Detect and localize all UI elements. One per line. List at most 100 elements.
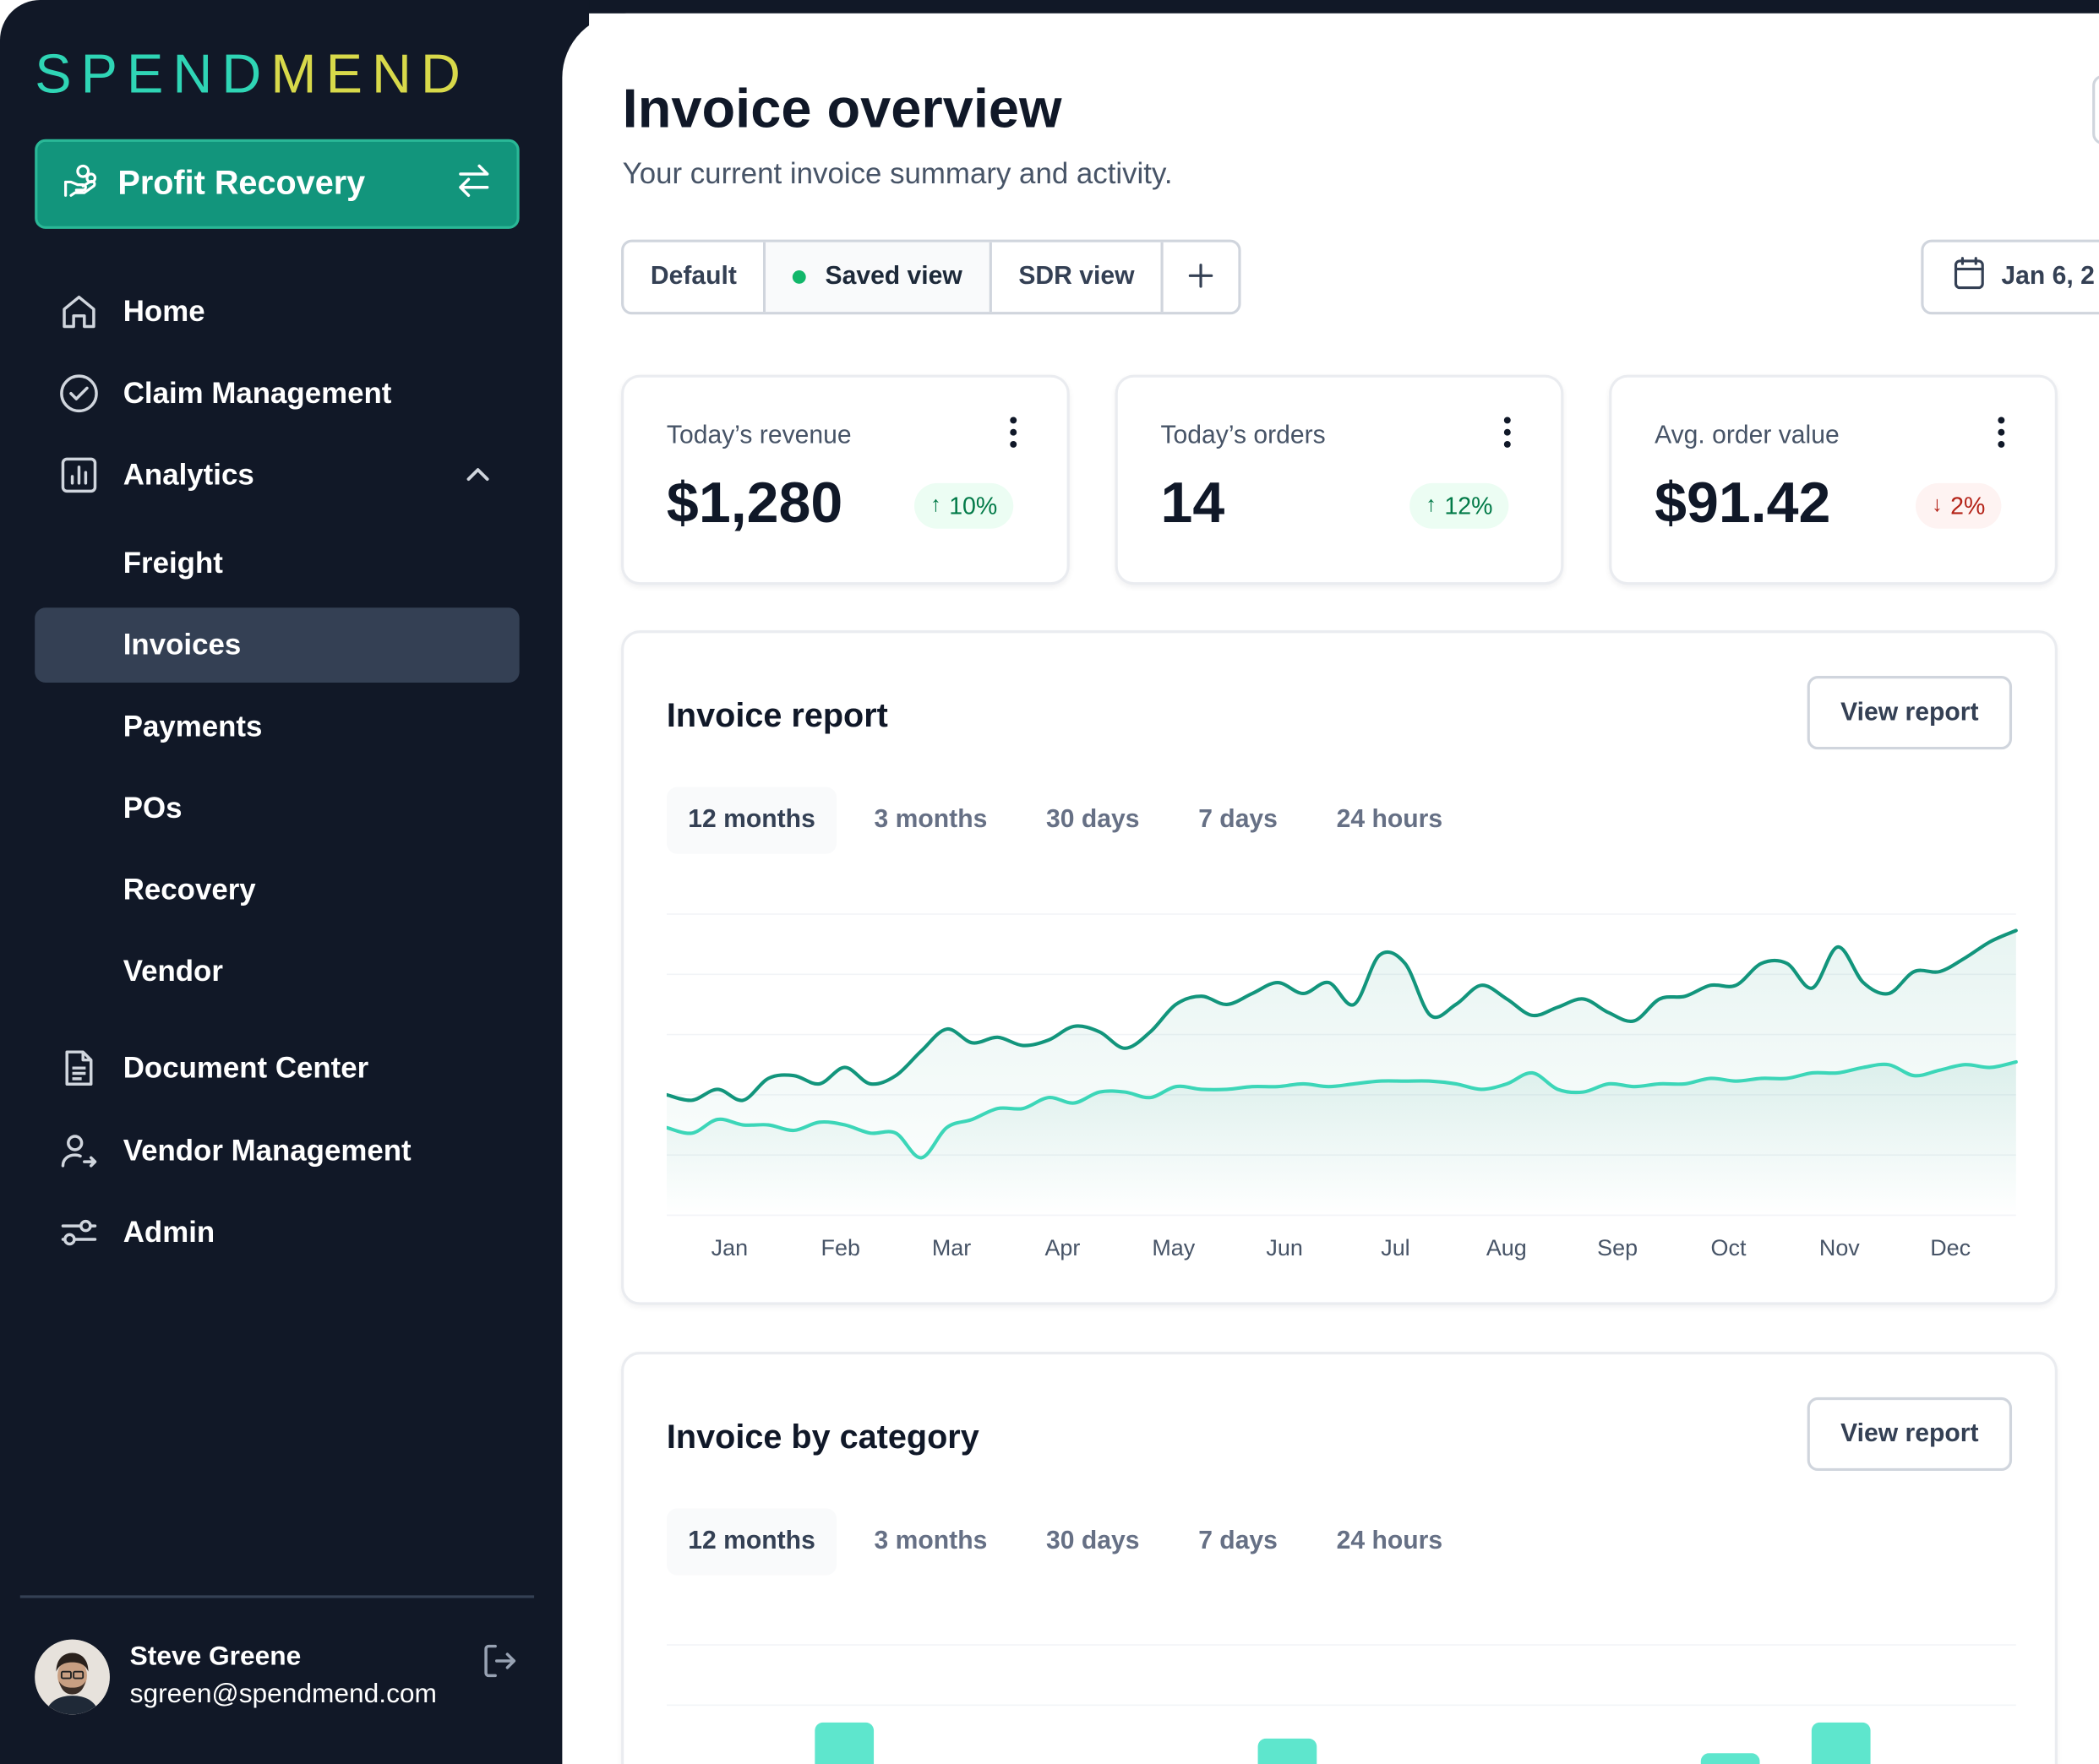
tab-7-days[interactable]: 7 days — [1198, 805, 1278, 834]
x-tick-label: Aug — [1486, 1235, 1527, 1260]
user-arrow-icon — [57, 1128, 102, 1173]
arrow-down-icon: ↓ — [1932, 493, 1943, 517]
series-line — [666, 1059, 2018, 1160]
x-tick-label: May — [1152, 1235, 1195, 1260]
card-title: Invoice report — [666, 697, 888, 735]
nav-analytics[interactable]: Analytics — [35, 438, 519, 513]
nav-recovery[interactable]: Recovery — [35, 852, 519, 928]
series-line — [666, 928, 2018, 1102]
nav-pos-label: POs — [123, 791, 183, 825]
view-saved[interactable]: Saved view — [766, 242, 992, 313]
nav-admin[interactable]: Admin — [35, 1195, 519, 1271]
avatar[interactable] — [35, 1639, 110, 1715]
check-circle-icon — [57, 371, 102, 416]
nav-invoices-label: Invoices — [123, 627, 242, 662]
nav-payments[interactable]: Payments — [35, 689, 519, 765]
x-tick-label: Mar — [932, 1235, 971, 1260]
view-report-button[interactable]: View report — [1807, 1396, 2013, 1472]
view-default[interactable]: Default — [624, 242, 766, 313]
nav-document-center[interactable]: Document Center — [35, 1031, 519, 1106]
x-tick-label: Jul — [1381, 1235, 1409, 1260]
bar[interactable] — [1257, 1738, 1317, 1764]
nav-vendor-management[interactable]: Vendor Management — [35, 1113, 519, 1189]
stat-card-orders: Today’s orders 14 ↑ 12% — [1115, 374, 1564, 585]
stat-value: $1,280 — [666, 471, 843, 536]
chevron-up-icon[interactable] — [463, 460, 493, 498]
view-report-button[interactable]: View report — [1807, 676, 2013, 750]
nav-documents-label: Document Center — [123, 1050, 369, 1085]
time-range-tabs: 12 months 3 months 30 days 7 days 24 hou… — [666, 1508, 1480, 1576]
time-range-tabs: 12 months 3 months 30 days 7 days 24 hou… — [666, 787, 1480, 854]
status-dot — [793, 270, 807, 284]
stat-card-avg-order: Avg. order value $91.42 ↓ 2% — [1609, 374, 2058, 585]
nav-home-label: Home — [123, 294, 205, 329]
stat-label: Today’s revenue — [666, 422, 852, 450]
x-tick-label: Feb — [821, 1235, 860, 1260]
bar[interactable] — [1811, 1722, 1871, 1764]
nav-recovery-label: Recovery — [123, 872, 256, 906]
tab-24-hours[interactable]: 24 hours — [1336, 1527, 1443, 1555]
tab-30-days[interactable]: 30 days — [1046, 805, 1140, 834]
more-vertical-icon[interactable] — [1003, 415, 1024, 449]
x-tick-label: Sep — [1597, 1235, 1638, 1260]
nav-vendor-mgmt-label: Vendor Management — [123, 1133, 412, 1168]
nav-freight[interactable]: Freight — [35, 526, 519, 602]
more-vertical-icon[interactable] — [1991, 415, 2012, 449]
bar[interactable] — [1700, 1753, 1760, 1764]
logout-icon[interactable] — [479, 1641, 520, 1681]
card-title: Invoice by category — [666, 1418, 979, 1456]
nav-home[interactable]: Home — [35, 275, 519, 350]
invoice-line-chart: Jan Feb Mar Apr May Jun Jul Aug Sep Oct Nov Dec — [666, 913, 2018, 1260]
tab-12-months[interactable]: 12 months — [666, 1508, 837, 1576]
change-badge: ↓ 2% — [1915, 482, 2002, 529]
nav-admin-label: Admin — [123, 1215, 215, 1250]
view-sdr[interactable]: SDR view — [992, 242, 1164, 313]
stat-value: 14 — [1160, 471, 1225, 536]
stat-value: $91.42 — [1655, 471, 1831, 536]
x-tick-label: Nov — [1819, 1235, 1860, 1260]
more-vertical-icon[interactable] — [1497, 415, 1518, 449]
tab-3-months[interactable]: 3 months — [874, 805, 988, 834]
arrow-up-icon: ↑ — [1426, 493, 1437, 517]
nav-claims-label: Claim Management — [123, 376, 392, 410]
view-switcher: Default Saved view SDR view — [621, 239, 1242, 315]
user-name: Steve Greene — [129, 1642, 302, 1672]
arrow-up-icon: ↑ — [930, 493, 941, 517]
plus-icon — [1188, 256, 1215, 299]
invoice-category-card: Invoice by category View report 12 month… — [621, 1352, 2058, 1764]
change-badge: ↑ 10% — [914, 482, 1014, 529]
date-picker-button[interactable]: Jan 6, 2 — [1921, 239, 2099, 315]
change-badge: ↑ 12% — [1409, 482, 1509, 529]
tab-24-hours[interactable]: 24 hours — [1336, 805, 1443, 834]
page-title: Invoice overview — [622, 77, 1062, 139]
nav-pos[interactable]: POs — [35, 770, 519, 846]
home-icon — [57, 289, 102, 335]
sidebar: SPENDMEND Profit Recovery Home — [0, 0, 590, 1764]
tab-7-days[interactable]: 7 days — [1198, 1527, 1278, 1555]
page-subtitle: Your current invoice summary and activit… — [622, 156, 1173, 190]
x-tick-label: Jan — [711, 1235, 748, 1260]
header-action-button[interactable] — [2092, 74, 2099, 145]
nav-invoices[interactable]: Invoices — [35, 607, 520, 683]
user-email: sgreen@spendmend.com — [129, 1680, 437, 1710]
bar[interactable] — [815, 1722, 875, 1764]
nav-vendor[interactable]: Vendor — [35, 934, 519, 1010]
bar-chart-square-icon — [57, 452, 102, 498]
hand-coins-icon — [62, 162, 99, 206]
x-tick-label: Dec — [1930, 1235, 1971, 1260]
tab-12-months[interactable]: 12 months — [666, 787, 837, 854]
sliders-icon — [57, 1210, 102, 1255]
invoice-bar-chart — [666, 1644, 2016, 1764]
workspace-switcher[interactable]: Profit Recovery — [35, 139, 520, 229]
sidebar-divider — [19, 1595, 535, 1598]
nav-payments-label: Payments — [123, 709, 263, 743]
tab-30-days[interactable]: 30 days — [1046, 1527, 1140, 1555]
switch-arrows-icon[interactable] — [455, 162, 493, 206]
stat-card-revenue: Today’s revenue $1,280 ↑ 10% — [621, 374, 1070, 585]
nav-claim-management[interactable]: Claim Management — [35, 356, 519, 431]
tab-3-months[interactable]: 3 months — [874, 1527, 988, 1555]
add-view-button[interactable] — [1164, 242, 1239, 312]
invoice-report-card: Invoice report View report 12 months 3 m… — [621, 630, 2058, 1305]
main-content: Invoice overview Your current invoice su… — [562, 13, 2099, 1764]
top-strip — [535, 0, 2099, 14]
